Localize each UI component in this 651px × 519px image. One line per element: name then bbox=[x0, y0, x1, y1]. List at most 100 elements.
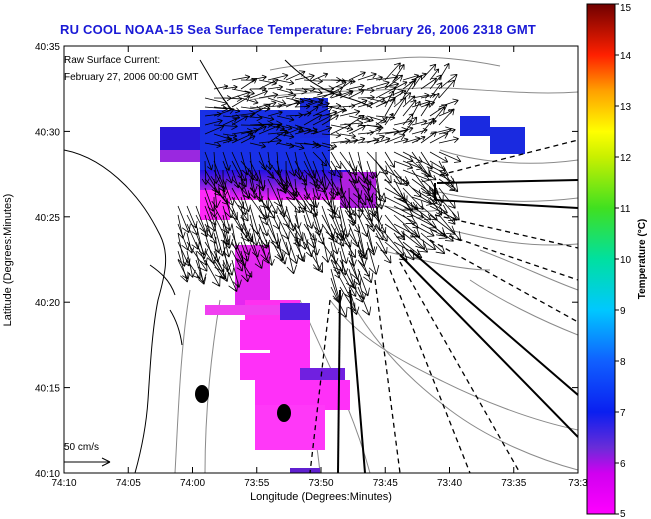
current-vector bbox=[393, 232, 415, 261]
current-vector bbox=[303, 88, 323, 96]
current-vector bbox=[320, 160, 330, 190]
current-vector bbox=[231, 88, 255, 97]
current-vector bbox=[240, 97, 259, 105]
x-tick-label: 73:50 bbox=[308, 478, 333, 489]
current-vector bbox=[312, 125, 333, 135]
current-vector bbox=[204, 142, 222, 149]
current-vector bbox=[330, 151, 342, 170]
current-vector bbox=[438, 205, 456, 225]
current-vector bbox=[267, 241, 275, 266]
current-vector bbox=[249, 214, 261, 246]
current-vector bbox=[240, 151, 250, 176]
current-vector bbox=[366, 241, 380, 275]
current-vector bbox=[375, 214, 387, 234]
current-vector bbox=[393, 63, 405, 81]
current-vector bbox=[384, 151, 395, 168]
current-vector bbox=[312, 90, 335, 99]
x-tick-label: 74:00 bbox=[180, 478, 205, 489]
x-tick-label: 73:55 bbox=[244, 478, 269, 489]
colorbar-tick-label: 13 bbox=[620, 102, 632, 113]
shipping-lanes bbox=[309, 139, 578, 473]
current-vector bbox=[357, 286, 372, 316]
colorbar-ramp bbox=[586, 3, 616, 515]
current-vector bbox=[285, 97, 305, 105]
current-vector bbox=[312, 178, 321, 200]
current-vector bbox=[357, 250, 374, 284]
current-vector bbox=[249, 241, 264, 269]
colorbar-tick-label: 7 bbox=[620, 408, 626, 419]
current-vector bbox=[357, 94, 375, 101]
current-vector bbox=[438, 214, 462, 242]
current-vector bbox=[285, 151, 297, 177]
current-vector bbox=[249, 142, 266, 149]
current-vector bbox=[249, 232, 260, 258]
current-vector bbox=[258, 115, 275, 122]
current-vector bbox=[312, 151, 328, 167]
current-vector bbox=[438, 62, 450, 81]
current-vector bbox=[357, 232, 368, 259]
current-vector bbox=[357, 214, 369, 238]
current-vector bbox=[402, 116, 418, 135]
current-vector bbox=[249, 105, 271, 112]
x-axis-label: Longitude (Degrees:Minutes) bbox=[250, 491, 392, 503]
current-vector bbox=[312, 241, 323, 272]
current-vector bbox=[312, 72, 329, 81]
current-vector bbox=[420, 102, 430, 117]
current-vector bbox=[321, 142, 338, 149]
current-vector bbox=[285, 232, 300, 265]
current-vector bbox=[420, 77, 438, 90]
scale-arrow-label: 50 cm/s bbox=[64, 442, 99, 453]
colorbar-ticks: 15 14 13 12 11 10 9 8 7 6 5 bbox=[615, 3, 632, 519]
x-tick-label: 73:40 bbox=[437, 478, 462, 489]
current-vector bbox=[357, 259, 370, 277]
current-vector bbox=[375, 241, 392, 264]
current-vector bbox=[348, 268, 357, 290]
x-axis-ticks: 74:10 74:05 74:00 73:55 73:50 73:45 73:40 73:35… bbox=[51, 46, 588, 489]
y-tick-label: 40:15 bbox=[35, 384, 60, 395]
current-vector bbox=[339, 133, 356, 139]
current-vector bbox=[177, 205, 191, 234]
current-vector bbox=[285, 142, 305, 151]
current-vector bbox=[276, 115, 295, 122]
y-tick-label: 40:10 bbox=[35, 469, 60, 480]
current-vector bbox=[330, 241, 339, 265]
colorbar: 15 14 13 12 11 10 9 8 7 6 5 Temperature (°C) bbox=[586, 3, 648, 519]
current-vector bbox=[231, 250, 244, 272]
current-vector bbox=[438, 187, 456, 209]
current-vector bbox=[411, 135, 426, 144]
current-vector bbox=[276, 133, 295, 140]
current-vector bbox=[384, 90, 395, 108]
current-vector bbox=[393, 96, 407, 117]
current-vector bbox=[285, 100, 300, 108]
buoy-marker-east bbox=[277, 404, 291, 422]
current-vector bbox=[339, 78, 356, 84]
current-vector bbox=[438, 178, 456, 192]
current-vector bbox=[366, 127, 382, 135]
current-vector bbox=[249, 74, 267, 81]
x-tick-label: 73:35 bbox=[501, 478, 526, 489]
current-vector bbox=[339, 241, 349, 264]
current-vector bbox=[222, 84, 238, 90]
current-vector bbox=[294, 241, 306, 263]
current-vector bbox=[348, 196, 364, 213]
current-vector bbox=[276, 92, 297, 99]
y-axis-label: Latitude (Degrees:Minutes) bbox=[2, 194, 14, 327]
current-vector bbox=[276, 79, 295, 86]
current-vector bbox=[339, 109, 361, 117]
current-vector bbox=[177, 259, 189, 280]
current-vector bbox=[303, 98, 324, 108]
current-vector bbox=[420, 232, 446, 255]
current-vector bbox=[375, 223, 388, 242]
y-tick-label: 40:30 bbox=[35, 127, 60, 138]
x-tick-label: 74:05 bbox=[116, 478, 141, 489]
colorbar-label: Temperature (°C) bbox=[637, 219, 648, 300]
current-vector bbox=[348, 259, 362, 286]
current-vector bbox=[222, 117, 238, 126]
current-vector bbox=[231, 160, 247, 188]
current-vector bbox=[240, 178, 251, 200]
current-vector bbox=[240, 77, 258, 90]
current-vector bbox=[438, 108, 455, 126]
current-vector bbox=[366, 97, 386, 108]
current-vector bbox=[285, 126, 303, 135]
